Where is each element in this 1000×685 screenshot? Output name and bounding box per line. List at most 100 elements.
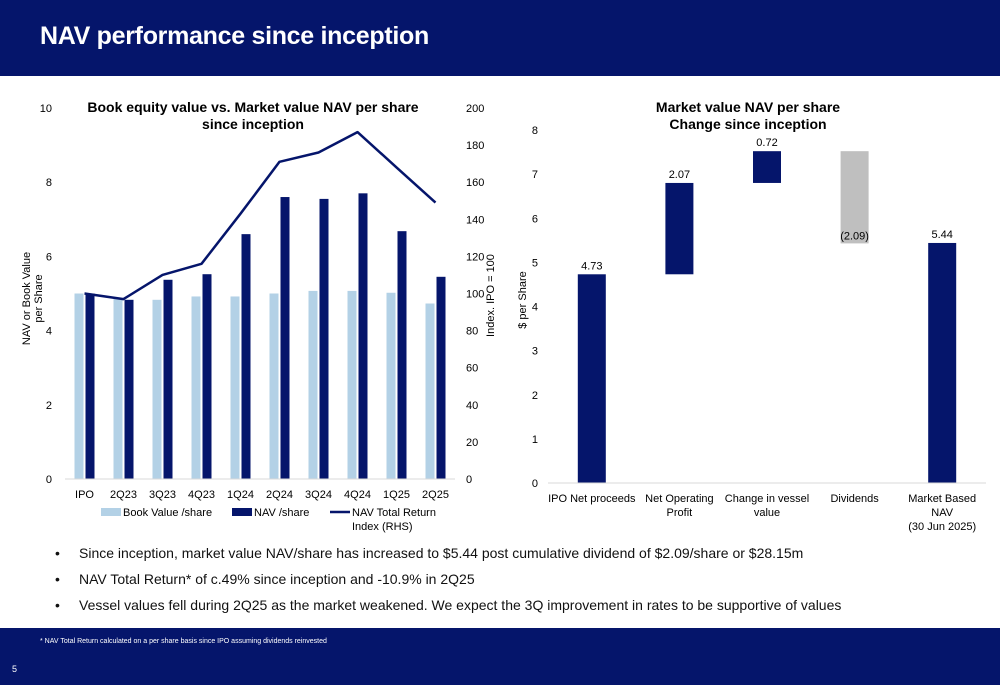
y-tick-label: 5	[532, 257, 538, 269]
bar-nav	[436, 276, 446, 479]
y-tick-label: 0	[532, 478, 538, 490]
bullet-list: • Since inception, market value NAV/share…	[55, 544, 841, 622]
y-tick-label: 2	[46, 400, 52, 412]
y-tick-label: 10	[40, 103, 52, 115]
y-tick-label: 4	[532, 302, 538, 314]
y-tick-label: 6	[532, 213, 538, 225]
bar-nav	[124, 299, 134, 479]
bar-book-value	[347, 290, 357, 479]
bar-book-value	[152, 299, 162, 479]
bullet-text: Vessel values fell during 2Q25 as the ma…	[79, 597, 842, 613]
y-tick-label: 2	[532, 390, 538, 402]
y-tick-label: 8	[532, 125, 538, 137]
x-tick-label: Net Operating	[645, 493, 713, 505]
data-label: 5.44	[931, 229, 952, 241]
y2-tick-label: 140	[466, 214, 484, 226]
bar-book-value	[191, 296, 201, 479]
x-tick-label: value	[754, 507, 780, 519]
x-tick-label: 1Q24	[227, 489, 254, 501]
legend-swatch-book-value	[101, 508, 121, 516]
chart-title: Change since inception	[669, 116, 826, 132]
y2-tick-label: 120	[466, 251, 484, 263]
x-tick-label: 4Q24	[344, 489, 371, 501]
bar-book-value	[425, 303, 435, 479]
x-tick-label: 3Q24	[305, 489, 332, 501]
footer-bar: * NAV Total Return calculated on a per s…	[0, 628, 1000, 685]
page-number: 5	[12, 664, 18, 674]
bar-book-value	[230, 296, 240, 479]
y-tick-label: 3	[532, 346, 538, 358]
y-tick-label: 6	[46, 251, 52, 263]
y-tick-label: 0	[46, 474, 52, 486]
bar-nav	[241, 234, 251, 479]
legend-label-book-value: Book Value /share	[123, 507, 212, 519]
y-tick-label: 8	[46, 177, 52, 189]
x-tick-label: Profit	[667, 507, 693, 519]
y-axis-label: per Share	[33, 274, 45, 322]
y2-tick-label: 180	[466, 140, 484, 152]
chart-title: since inception	[202, 116, 304, 132]
x-tick-label: (30 Jun 2025)	[908, 521, 976, 533]
left-chart-book-vs-nav: Book equity value vs. Market value NAV p…	[21, 99, 497, 533]
x-tick-label: Market Based	[908, 493, 976, 505]
x-tick-label: 2Q23	[110, 489, 137, 501]
data-label: 0.72	[756, 137, 777, 149]
y2-axis-label: Index. IPO = 100	[485, 254, 497, 337]
bullet-dot-icon: •	[55, 597, 60, 613]
legend-label-total-return: Index (RHS)	[352, 521, 413, 533]
y2-tick-label: 160	[466, 177, 484, 189]
bullet-text: NAV Total Return* of c.49% since incepti…	[79, 571, 475, 587]
waterfall-bar	[753, 151, 781, 183]
bullet-item: • Vessel values fell during 2Q25 as the m…	[55, 596, 841, 622]
bar-nav	[163, 279, 173, 479]
y-axis-label: NAV or Book Value	[21, 252, 33, 345]
bullet-item: • NAV Total Return* of c.49% since incept…	[55, 570, 841, 596]
bar-book-value	[308, 290, 318, 479]
bar-nav	[202, 274, 212, 479]
y-tick-label: 1	[532, 434, 538, 446]
bullet-dot-icon: •	[55, 545, 60, 561]
bar-book-value	[113, 299, 123, 479]
x-tick-label: IPO Net proceeds	[548, 493, 636, 505]
x-tick-label: IPO	[75, 489, 94, 501]
waterfall-bar	[840, 151, 869, 244]
bar-nav	[397, 231, 407, 479]
bar-nav	[280, 197, 290, 480]
bullet-item: • Since inception, market value NAV/share…	[55, 544, 841, 570]
y2-tick-label: 60	[466, 363, 478, 375]
chart-title: Book equity value vs. Market value NAV p…	[87, 99, 418, 115]
y2-tick-label: 20	[466, 437, 478, 449]
x-tick-label: 4Q23	[188, 489, 215, 501]
bullet-dot-icon: •	[55, 571, 60, 587]
waterfall-bar	[577, 274, 606, 483]
bar-book-value	[74, 293, 84, 479]
bar-book-value	[269, 293, 279, 479]
waterfall-bar	[665, 182, 694, 275]
x-tick-label: NAV	[931, 507, 953, 519]
y2-tick-label: 40	[466, 400, 478, 412]
legend-label-total-return: NAV Total Return	[352, 507, 436, 519]
header-bar: NAV performance since inception	[0, 0, 1000, 76]
y2-tick-label: 0	[466, 474, 472, 486]
line-nav-total-return	[84, 130, 437, 301]
footnote: * NAV Total Return calculated on a per s…	[40, 638, 327, 645]
bar-nav	[358, 193, 368, 479]
x-tick-label: 2Q24	[266, 489, 293, 501]
y2-tick-label: 200	[466, 103, 484, 115]
x-tick-label: 3Q23	[149, 489, 176, 501]
y2-tick-label: 100	[466, 289, 484, 301]
x-tick-label: 1Q25	[383, 489, 410, 501]
data-label: (2.09)	[840, 230, 869, 242]
legend-label-nav: NAV /share	[254, 507, 309, 519]
chart-title: Market value NAV per share	[656, 99, 840, 115]
x-tick-label: 2Q25	[422, 489, 449, 501]
bar-book-value	[386, 292, 396, 479]
x-tick-label: Change in vessel	[725, 493, 809, 505]
data-label: 2.07	[669, 169, 690, 181]
bullet-text: Since inception, market value NAV/share …	[79, 545, 804, 561]
y-tick-label: 4	[46, 326, 52, 338]
legend-swatch-nav	[232, 508, 252, 516]
y2-tick-label: 80	[466, 326, 478, 338]
waterfall-bar	[928, 242, 957, 483]
